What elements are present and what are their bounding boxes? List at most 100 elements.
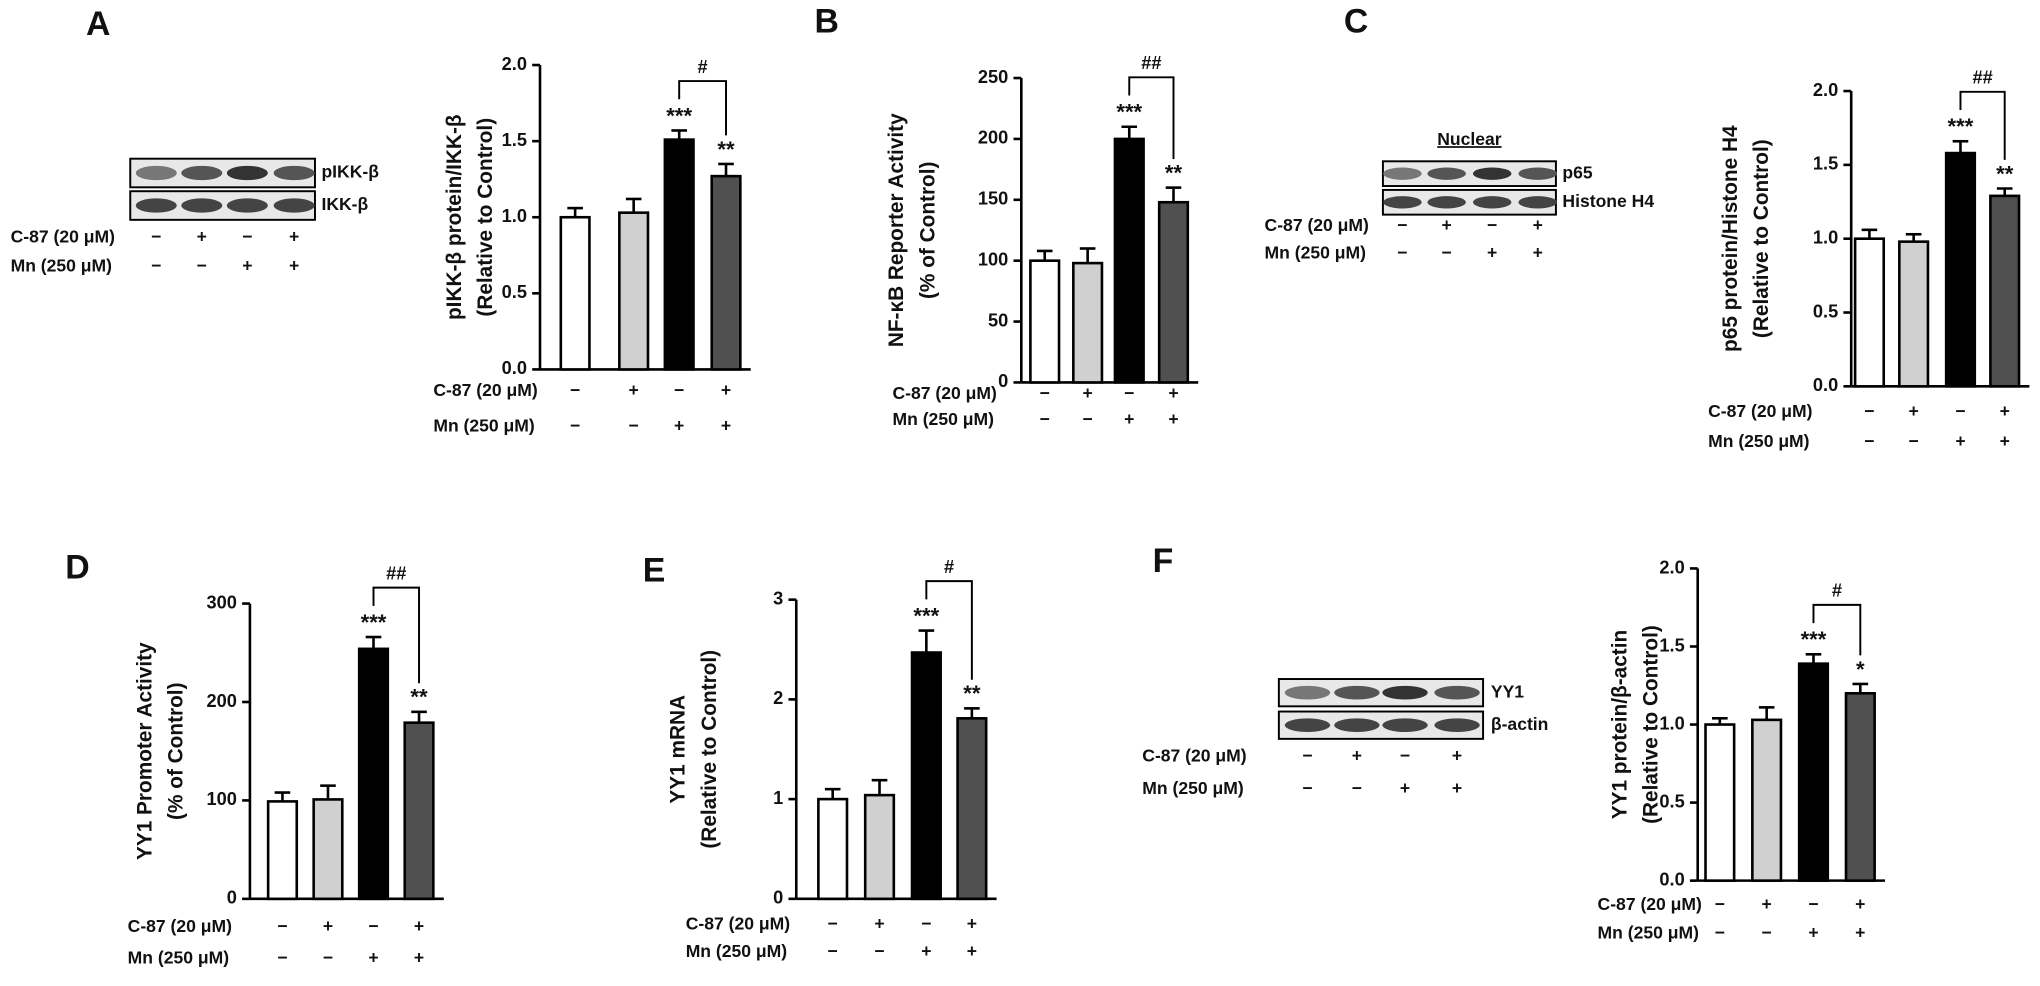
significance: ***	[1948, 114, 1974, 139]
bracket	[372, 586, 421, 684]
y-axis-label: YY1 Promoter Activity	[133, 642, 156, 860]
blot-label: β-actin	[1491, 714, 1549, 734]
blot-band	[1382, 718, 1428, 733]
y-axis-label: (Relative to Control)	[1750, 139, 1773, 338]
y-tick-label: 1.5	[1813, 154, 1838, 174]
bar	[1704, 723, 1736, 882]
treatment-label: Mn (250 μM)	[1708, 431, 1809, 451]
panel-letter: B	[814, 2, 838, 40]
treatment-sign: −	[1397, 242, 1407, 262]
bracket	[678, 80, 727, 136]
treatment-label: C-87 (20 μM)	[1142, 746, 1246, 766]
bar	[618, 211, 650, 371]
y-tick-label: 50	[988, 310, 1008, 330]
treatment-sign: −	[242, 227, 252, 247]
treatment-sign: +	[1452, 778, 1462, 798]
blot-band	[226, 198, 268, 213]
treatment-sign: +	[967, 914, 977, 934]
bar	[910, 651, 942, 901]
treatment-sign: −	[1040, 409, 1050, 429]
blot-band	[273, 165, 315, 181]
blot-band	[1427, 167, 1466, 180]
treatment-sign: −	[874, 941, 884, 961]
treatment-sign: +	[629, 380, 639, 400]
treatment-sign: +	[1442, 215, 1452, 235]
blot-band	[1383, 196, 1422, 209]
treatment-sign: −	[1124, 383, 1134, 403]
treatment-sign: −	[1083, 409, 1093, 429]
bar	[663, 138, 695, 371]
treatment-sign: +	[1855, 894, 1865, 914]
treatment-sign: −	[1302, 746, 1312, 766]
blot-band	[1434, 718, 1480, 733]
bar	[403, 721, 435, 901]
y-tick-label: 0.0	[1659, 869, 1684, 889]
bar	[1898, 240, 1930, 388]
bar	[1029, 259, 1061, 384]
blot-band	[1382, 685, 1428, 700]
treatment-sign: +	[674, 415, 684, 435]
y-tick-label: 200	[978, 128, 1008, 148]
treatment-sign: −	[629, 415, 639, 435]
treatment-sign: +	[197, 227, 207, 247]
treatment-sign: −	[828, 914, 838, 934]
blot-band	[1284, 685, 1331, 700]
treatment-sign: +	[1168, 383, 1178, 403]
y-tick-label: 100	[978, 249, 1008, 269]
treatment-sign: −	[1040, 383, 1050, 403]
bar	[817, 797, 849, 901]
blot-label: YY1	[1491, 681, 1524, 701]
bar	[1751, 718, 1783, 882]
significance: **	[410, 685, 428, 710]
y-tick-label: 0.5	[1659, 791, 1684, 811]
blot-band	[181, 198, 223, 213]
significance: ***	[666, 103, 692, 128]
y-tick-label: 1.5	[1659, 635, 1684, 655]
treatment-sign: +	[1400, 778, 1410, 798]
blot-band	[1472, 196, 1512, 209]
significance: **	[1165, 160, 1183, 185]
bracket-label: ##	[1972, 68, 1992, 88]
y-tick-label: 1.0	[1813, 228, 1838, 248]
treatment-sign: +	[1762, 894, 1772, 914]
treatment-label: C-87 (20 μM)	[11, 227, 115, 247]
y-axis-label: (Relative to Control)	[1640, 625, 1663, 824]
significance: ***	[361, 610, 387, 635]
blot-band	[226, 165, 268, 181]
treatment-sign: +	[414, 916, 424, 936]
treatment-sign: −	[1715, 894, 1725, 914]
y-tick-label: 0	[773, 888, 783, 908]
blot-band	[1284, 718, 1331, 733]
blot-band	[1518, 167, 1557, 180]
treatment-label: C-87 (20 μM)	[1708, 401, 1812, 421]
panel-letter: F	[1153, 542, 1174, 580]
treatment-sign: +	[1909, 401, 1919, 421]
bracket-label: ##	[1141, 53, 1161, 73]
y-tick-label: 1.0	[502, 206, 527, 226]
treatment-sign: −	[921, 914, 931, 934]
panel-letter: C	[1344, 2, 1368, 40]
bar	[1944, 151, 1977, 388]
bracket	[1959, 90, 2006, 160]
treatment-sign: +	[1124, 409, 1134, 429]
treatment-label: C-87 (20 μM)	[433, 380, 537, 400]
blot-band	[1472, 167, 1512, 180]
bar	[559, 215, 591, 371]
treatment-label: C-87 (20 μM)	[1265, 215, 1369, 235]
treatment-label: Mn (250 μM)	[128, 947, 229, 967]
treatment-sign: +	[721, 380, 731, 400]
significance: *	[1856, 657, 1865, 682]
treatment-sign: −	[368, 916, 378, 936]
y-tick-label: 0.0	[1813, 375, 1838, 395]
treatment-sign: +	[2000, 431, 2010, 451]
bar	[1844, 692, 1876, 882]
y-axis-label: (Relative to Control)	[698, 650, 721, 849]
treatment-sign: −	[570, 380, 580, 400]
bar	[710, 174, 742, 371]
bracket	[1128, 76, 1175, 160]
treatment-sign: −	[1864, 401, 1874, 421]
treatment-sign: −	[151, 255, 161, 275]
treatment-sign: −	[277, 947, 287, 967]
treatment-sign: +	[1855, 923, 1865, 943]
treatment-label: Mn (250 μM)	[686, 941, 787, 961]
